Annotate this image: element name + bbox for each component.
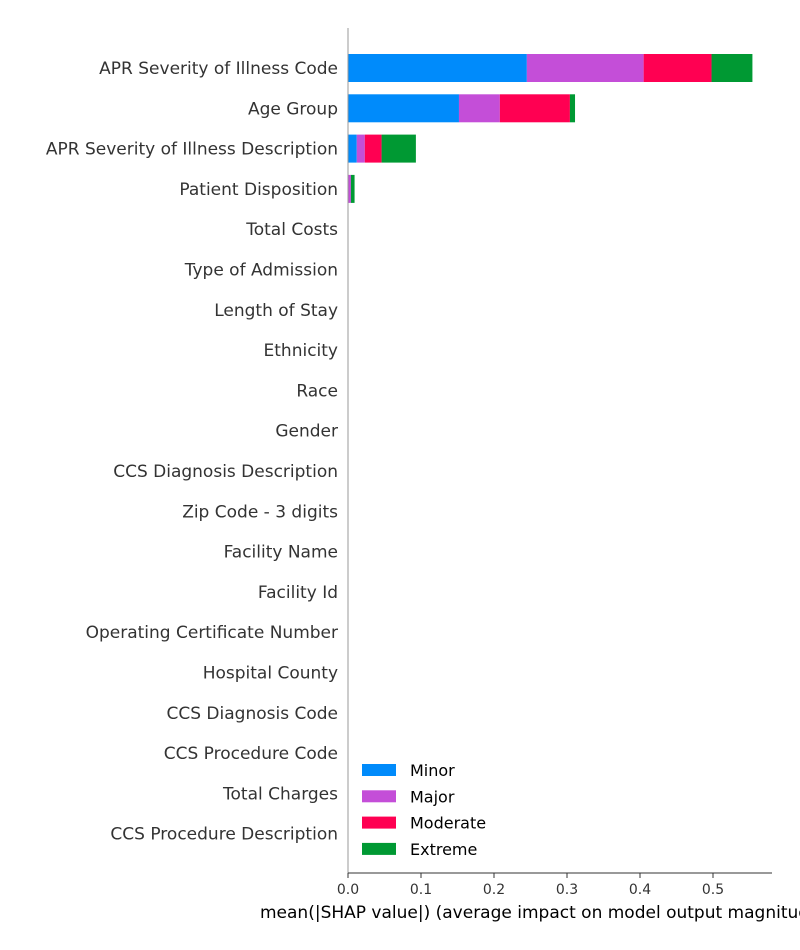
x-tick-label: 0.3 xyxy=(556,882,578,898)
legend-swatch-major xyxy=(362,790,396,803)
feature-label: CCS Procedure Description xyxy=(110,825,338,845)
bar-segment-major xyxy=(348,174,351,203)
feature-label: CCS Diagnosis Description xyxy=(113,462,338,482)
x-tick-label: 0.0 xyxy=(337,882,359,898)
x-axis-title: mean(|SHAP value|) (average impact on mo… xyxy=(260,903,800,923)
feature-label: CCS Procedure Code xyxy=(164,744,338,764)
bar-segment-moderate xyxy=(499,94,570,123)
feature-label: Facility Id xyxy=(258,583,338,603)
bar-segment-minor xyxy=(348,54,527,82)
bar-segment-extreme xyxy=(569,94,576,123)
bar-segment-minor xyxy=(348,134,357,163)
legend-swatch-extreme xyxy=(362,842,396,855)
feature-label: Type of Admission xyxy=(184,261,338,281)
legend-swatch-moderate xyxy=(362,816,396,829)
legend-label-major: Major xyxy=(410,787,455,806)
feature-label: Ethnicity xyxy=(264,341,338,361)
legend-label-minor: Minor xyxy=(410,761,455,780)
feature-label: Length of Stay xyxy=(214,301,338,321)
bar-segment-extreme xyxy=(381,134,416,163)
feature-label: Total Charges xyxy=(222,784,338,804)
feature-label: Age Group xyxy=(248,99,338,119)
legend: Minor Major Moderate Extreme xyxy=(362,761,486,859)
feature-label: APR Severity of Illness Code xyxy=(99,59,338,79)
bar-segment-major xyxy=(526,54,644,82)
x-tick-label: 0.4 xyxy=(629,882,651,898)
bar-segment-moderate xyxy=(364,134,382,163)
feature-label: Operating Certificate Number xyxy=(86,623,338,643)
bar-segment-minor xyxy=(348,94,459,123)
feature-label: Patient Disposition xyxy=(179,180,338,200)
x-tick-label: 0.1 xyxy=(410,882,432,898)
feature-label: APR Severity of Illness Description xyxy=(46,140,338,160)
feature-labels: APR Severity of Illness Code Age Group APR… xyxy=(46,59,338,845)
bars-layer xyxy=(348,54,753,203)
legend-swatch-minor xyxy=(362,764,396,776)
feature-label: Gender xyxy=(275,422,338,442)
x-axis-ticks: 0.0 0.1 0.2 0.3 0.4 0.5 xyxy=(337,873,724,898)
bar-segment-major xyxy=(458,94,500,123)
feature-label: Zip Code - 3 digits xyxy=(182,502,338,522)
bar-segment-extreme xyxy=(350,174,355,203)
feature-label: Total Costs xyxy=(245,220,338,240)
x-tick-label: 0.2 xyxy=(483,882,505,898)
x-tick-label: 0.5 xyxy=(702,882,724,898)
legend-label-moderate: Moderate xyxy=(410,814,486,833)
feature-label: Race xyxy=(296,381,338,401)
feature-label: Facility Name xyxy=(224,543,338,563)
bar-segment-extreme xyxy=(711,54,753,82)
feature-label: CCS Diagnosis Code xyxy=(167,704,339,724)
feature-label: Hospital County xyxy=(203,664,338,684)
bar-segment-moderate xyxy=(643,54,712,82)
legend-label-extreme: Extreme xyxy=(410,840,477,859)
bar-segment-major xyxy=(356,134,365,163)
